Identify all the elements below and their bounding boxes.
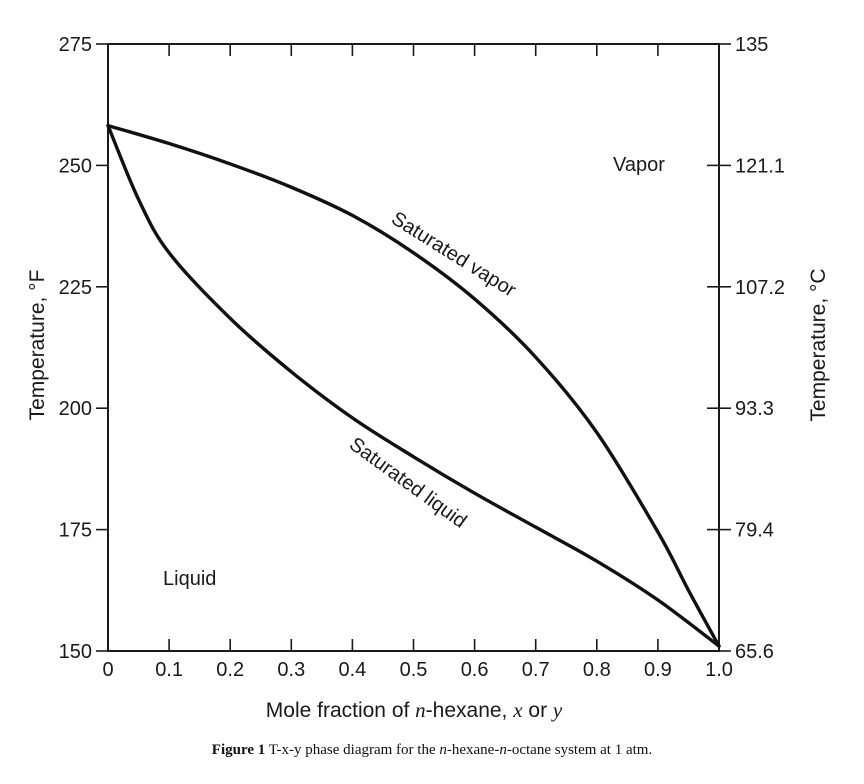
y-tick-label-right: 121.1	[735, 155, 785, 177]
x-tick-label: 0.7	[522, 659, 550, 681]
x-tick-label: 0.1	[155, 659, 183, 681]
x-tick-label: 0.6	[461, 659, 489, 681]
y-axis-right-title: Temperature, °C	[807, 268, 830, 421]
vapor-region-label: Vapor	[613, 154, 665, 176]
curves	[106, 123, 721, 648]
annotations: Vapor Liquid Saturated vapor Saturated l…	[163, 154, 665, 590]
caption-label: Figure 1	[211, 742, 266, 758]
x-tick-label: 0.3	[277, 659, 305, 681]
x-tick-label: 0.9	[644, 659, 672, 681]
plot-frame	[107, 43, 720, 652]
figure-caption: Figure 1 T-x-y phase diagram for the n-h…	[211, 742, 653, 758]
x-tick-label: 0.8	[583, 659, 611, 681]
y-tick-label-left: 275	[59, 34, 92, 56]
saturated-vapor-curve	[106, 123, 721, 648]
phase-diagram-chart: 0 0.1 0.2 0.3 0.4 0.5 0.6 0.7 0.8 0.9 1.0 150 175 200…	[26, 34, 830, 722]
y-tick-label-left: 225	[59, 277, 92, 299]
y-tick-label-right: 65.6	[735, 641, 774, 663]
axis-ticks: 0 0.1 0.2 0.3 0.4 0.5 0.6 0.7 0.8 0.9 1.0 150 175 200…	[59, 34, 785, 681]
saturated-liquid-label: Saturated liquid	[345, 433, 470, 532]
y-axis-left-title: Temperature, °F	[26, 270, 49, 421]
saturated-vapor-label: Saturated vapor	[387, 208, 520, 302]
y-tick-label-right: 93.3	[735, 398, 774, 420]
y-tick-label-left: 150	[59, 641, 92, 663]
liquid-region-label: Liquid	[163, 568, 216, 590]
x-axis-title: Mole fraction of n-hexane, x or y	[266, 698, 563, 722]
x-tick-label: 0.2	[216, 659, 244, 681]
plot-border	[107, 43, 720, 652]
y-tick-label-right: 135	[735, 34, 768, 56]
saturated-liquid-curve	[106, 123, 721, 648]
x-tick-label: 0	[102, 659, 113, 681]
x-tick-label: 0.5	[400, 659, 428, 681]
x-tick-label: 0.4	[338, 659, 366, 681]
y-tick-label-left: 200	[59, 398, 92, 420]
y-tick-label-right: 79.4	[735, 520, 774, 542]
y-tick-label-left: 250	[59, 155, 92, 177]
y-tick-label-left: 175	[59, 520, 92, 542]
y-tick-label-right: 107.2	[735, 277, 785, 299]
x-tick-label: 1.0	[705, 659, 733, 681]
